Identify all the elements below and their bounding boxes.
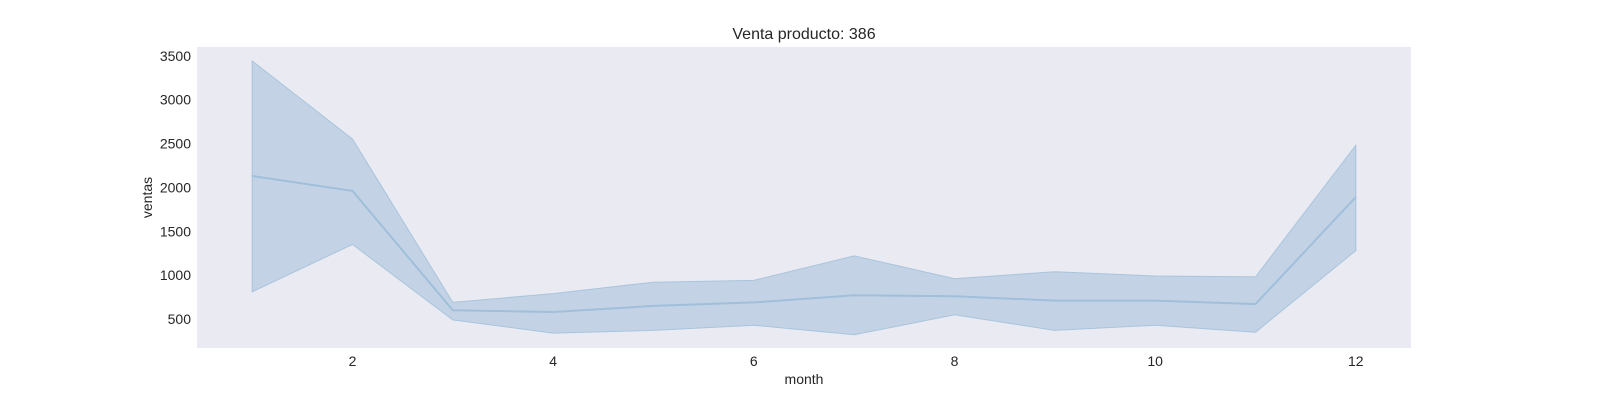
x-tick-label: 10 [1147,353,1163,369]
x-tick-labels: 2 4 6 8 10 12 [349,353,1364,369]
x-axis-label: month [785,371,824,387]
chart-title: Venta producto: 386 [732,26,875,43]
x-tick-label: 2 [349,353,357,369]
y-tick-label: 3500 [160,48,191,64]
y-tick-label: 3000 [160,92,191,108]
x-tick-label: 8 [951,353,959,369]
y-tick-label: 1000 [160,267,191,283]
x-tick-label: 4 [549,353,557,369]
y-axis-label: ventas [139,177,155,218]
y-tick-label: 1500 [160,223,191,239]
x-tick-label: 6 [750,353,758,369]
y-tick-label: 500 [168,311,192,327]
series-line [252,175,1357,314]
y-tick-label: 2000 [160,179,191,195]
confidence-band [251,59,1357,336]
x-tick-label: 12 [1348,353,1364,369]
y-tick-label: 2500 [160,136,191,152]
y-tick-labels: 500 1000 1500 2000 2500 3000 3500 [160,48,191,327]
